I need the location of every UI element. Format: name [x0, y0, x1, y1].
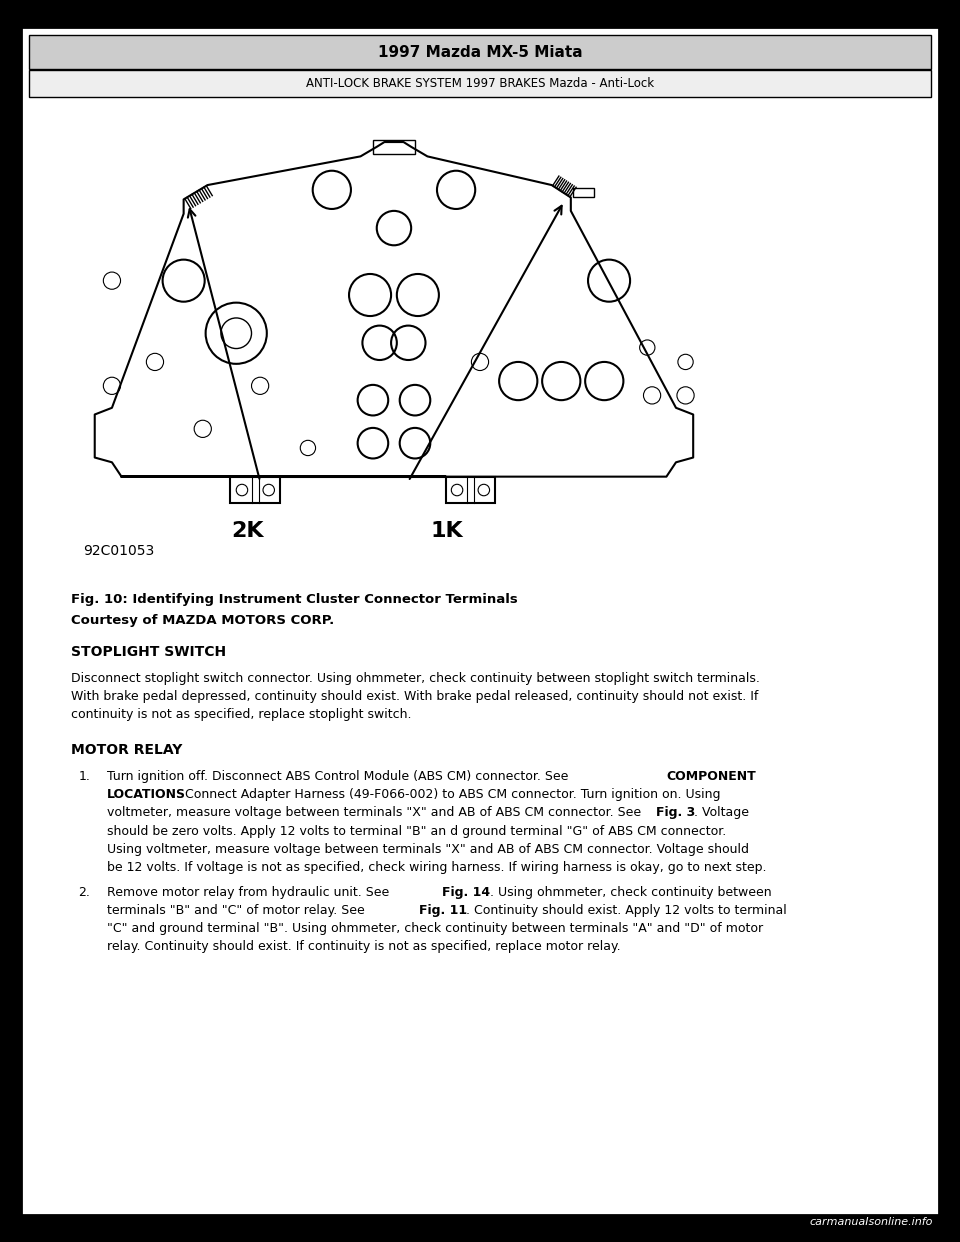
Text: 1K: 1K	[430, 520, 463, 540]
Text: Fig. 11: Fig. 11	[419, 904, 467, 917]
Text: . Connect Adapter Harness (49-F066-002) to ABS CM connector. Turn ignition on. U: . Connect Adapter Harness (49-F066-002) …	[177, 789, 720, 801]
Text: COMPONENT: COMPONENT	[666, 770, 756, 784]
Text: 1.: 1.	[79, 770, 90, 784]
Bar	[573, 188, 594, 197]
Text: should be zero volts. Apply 12 volts to terminal "B" an d ground terminal "G" of: should be zero volts. Apply 12 volts to …	[108, 825, 727, 837]
Text: "C" and ground terminal "B". Using ohmmeter, check continuity between terminals : "C" and ground terminal "B". Using ohmme…	[108, 922, 763, 935]
Bar	[445, 477, 495, 503]
Text: Fig. 14: Fig. 14	[442, 886, 490, 899]
Text: MOTOR RELAY: MOTOR RELAY	[71, 744, 182, 758]
Text: Fig. 3: Fig. 3	[656, 806, 695, 820]
Text: 92C01053: 92C01053	[84, 544, 155, 558]
Text: STOPLIGHT SWITCH: STOPLIGHT SWITCH	[71, 645, 226, 660]
Text: . Using ohmmeter, check continuity between: . Using ohmmeter, check continuity betwe…	[490, 886, 771, 899]
Text: Courtesy of MAZDA MOTORS CORP.: Courtesy of MAZDA MOTORS CORP.	[71, 615, 334, 627]
Bar	[230, 477, 280, 503]
Text: . Continuity should exist. Apply 12 volts to terminal: . Continuity should exist. Apply 12 volt…	[466, 904, 786, 917]
Text: be 12 volts. If voltage is not as specified, check wiring harness. If wiring har: be 12 volts. If voltage is not as specif…	[108, 861, 767, 874]
Text: ANTI-LOCK BRAKE SYSTEM 1997 BRAKES Mazda - Anti-Lock: ANTI-LOCK BRAKE SYSTEM 1997 BRAKES Mazda…	[306, 77, 654, 91]
Text: . Voltage: . Voltage	[694, 806, 749, 820]
Text: Using voltmeter, measure voltage between terminals "X" and AB of ABS CM connecto: Using voltmeter, measure voltage between…	[108, 843, 749, 856]
Text: LOCATIONS: LOCATIONS	[108, 789, 186, 801]
Bar	[372, 140, 415, 154]
Text: 1997 Mazda MX-5 Miata: 1997 Mazda MX-5 Miata	[377, 45, 583, 60]
Text: terminals "B" and "C" of motor relay. See: terminals "B" and "C" of motor relay. Se…	[108, 904, 369, 917]
Text: voltmeter, measure voltage between terminals "X" and AB of ABS CM connector. See: voltmeter, measure voltage between termi…	[108, 806, 645, 820]
Text: Disconnect stoplight switch connector. Using ohmmeter, check continuity between : Disconnect stoplight switch connector. U…	[71, 672, 759, 684]
Text: Remove motor relay from hydraulic unit. See: Remove motor relay from hydraulic unit. …	[108, 886, 394, 899]
Bar	[29, 35, 931, 70]
Text: relay. Continuity should exist. If continuity is not as specified, replace motor: relay. Continuity should exist. If conti…	[108, 940, 621, 954]
Text: Turn ignition off. Disconnect ABS Control Module (ABS CM) connector. See: Turn ignition off. Disconnect ABS Contro…	[108, 770, 572, 784]
Text: carmanuaIsonline.info: carmanuaIsonline.info	[809, 1217, 932, 1227]
Text: 2.: 2.	[79, 886, 90, 899]
Bar	[29, 71, 931, 97]
Text: continuity is not as specified, replace stoplight switch.: continuity is not as specified, replace …	[71, 708, 411, 722]
Text: Fig. 10: Identifying Instrument Cluster Connector Terminals: Fig. 10: Identifying Instrument Cluster …	[71, 594, 517, 606]
Text: 2K: 2K	[231, 520, 264, 540]
Text: With brake pedal depressed, continuity should exist. With brake pedal released, : With brake pedal depressed, continuity s…	[71, 689, 758, 703]
